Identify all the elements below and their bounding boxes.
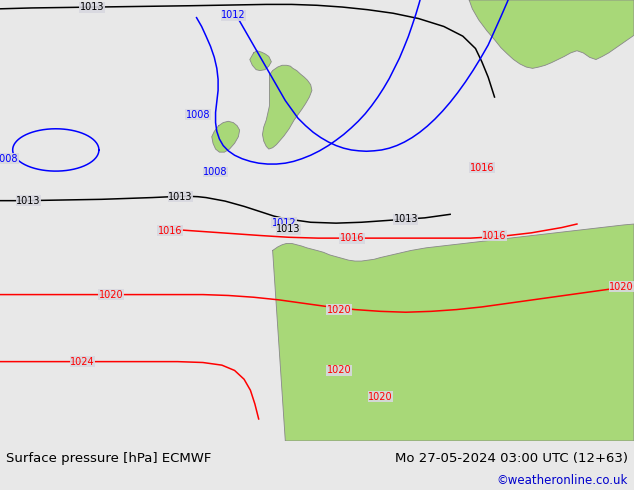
Text: 1012: 1012 (272, 218, 296, 228)
Polygon shape (250, 51, 271, 71)
Text: 1020: 1020 (99, 290, 123, 299)
Text: 1020: 1020 (327, 305, 351, 315)
Text: 1016: 1016 (482, 231, 507, 241)
Text: 1008: 1008 (186, 110, 210, 120)
Text: 1008: 1008 (204, 167, 228, 177)
Text: 1008: 1008 (0, 154, 18, 164)
Polygon shape (469, 0, 634, 69)
Text: 1024: 1024 (70, 357, 94, 367)
Text: 1016: 1016 (340, 233, 364, 243)
Text: 1016: 1016 (470, 163, 494, 172)
Text: 1013: 1013 (16, 196, 41, 206)
Polygon shape (212, 122, 240, 152)
Text: 1013: 1013 (169, 192, 193, 202)
Text: Surface pressure [hPa] ECMWF: Surface pressure [hPa] ECMWF (6, 452, 212, 465)
Text: 1016: 1016 (158, 225, 182, 236)
Text: 1013: 1013 (394, 214, 418, 224)
Text: 1020: 1020 (368, 392, 392, 402)
Text: Mo 27-05-2024 03:00 UTC (12+63): Mo 27-05-2024 03:00 UTC (12+63) (394, 452, 628, 465)
Polygon shape (262, 65, 312, 149)
Text: 1013: 1013 (276, 224, 301, 234)
Polygon shape (273, 224, 634, 441)
Text: 1012: 1012 (221, 10, 245, 21)
Text: 1016: 1016 (470, 163, 494, 172)
Text: ©weatheronline.co.uk: ©weatheronline.co.uk (496, 474, 628, 487)
Text: 1020: 1020 (609, 282, 633, 292)
Text: 1020: 1020 (327, 366, 351, 375)
Text: 1013: 1013 (80, 2, 104, 12)
